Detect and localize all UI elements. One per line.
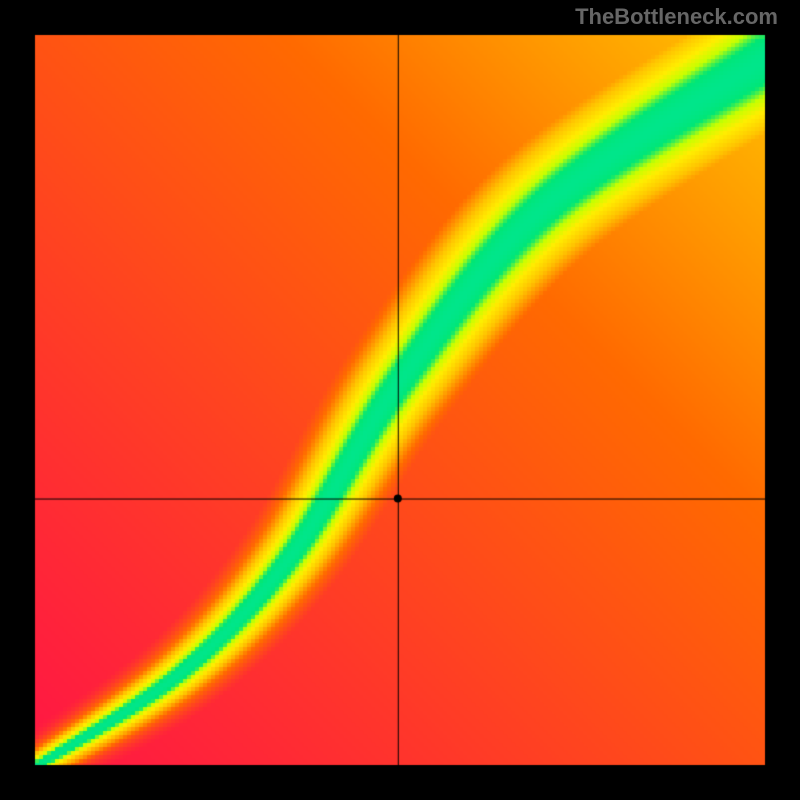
watermark-text: TheBottleneck.com	[575, 4, 778, 30]
chart-container: TheBottleneck.com	[0, 0, 800, 800]
bottleneck-heatmap	[0, 0, 800, 800]
